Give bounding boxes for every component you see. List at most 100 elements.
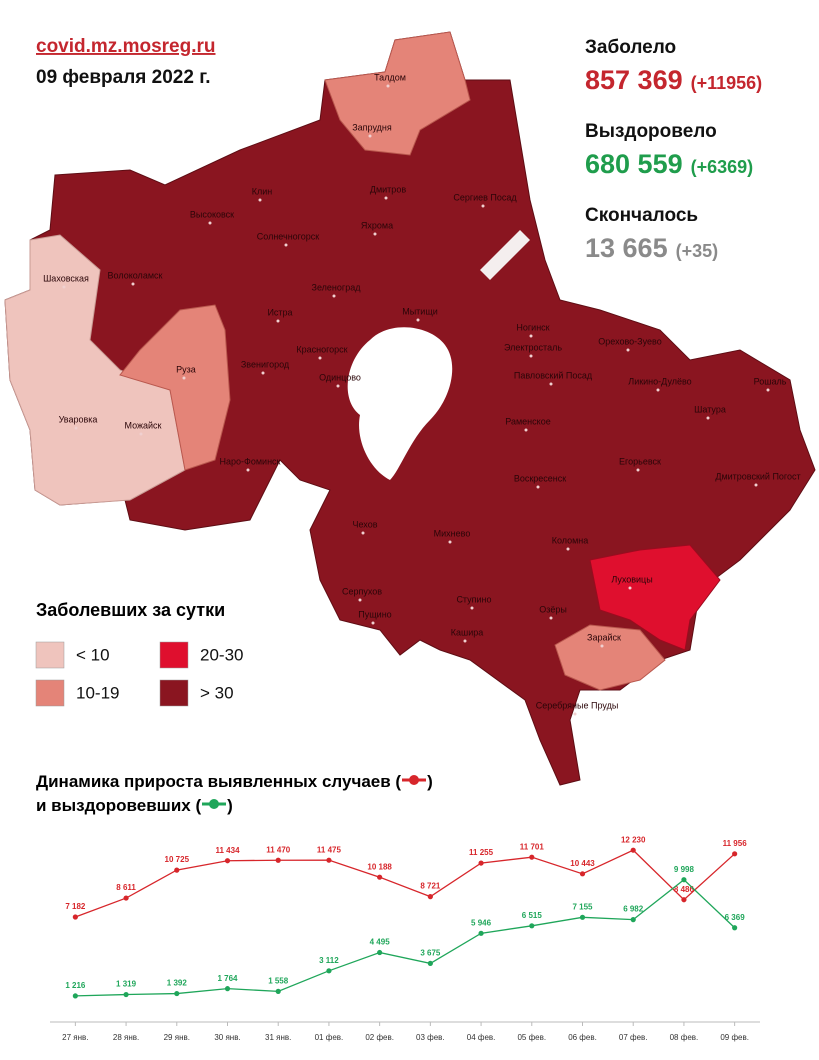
x-tick-label: 01 фев. — [315, 1033, 344, 1042]
data-point — [529, 923, 535, 929]
town-dot — [276, 319, 280, 323]
data-label: 10 725 — [165, 855, 190, 864]
town-dot — [368, 134, 372, 138]
map-label: Истра — [267, 307, 292, 317]
x-tick-label: 30 янв. — [214, 1033, 240, 1042]
x-tick-label: 03 фев. — [416, 1033, 445, 1042]
data-point — [123, 895, 129, 901]
legend-label: 20-30 — [200, 645, 243, 664]
data-point — [123, 991, 129, 998]
town-dot — [258, 198, 262, 202]
map-label: Красногорск — [296, 344, 347, 354]
map-label: Луховицы — [611, 574, 652, 584]
legend-icon — [402, 775, 427, 785]
town-dot — [529, 354, 533, 358]
map-label: Ногинск — [516, 322, 549, 332]
data-point — [478, 930, 484, 936]
region-under-10 — [4, 234, 186, 506]
town-dot — [373, 232, 377, 236]
town-dot — [549, 616, 553, 620]
data-point — [174, 990, 180, 997]
map-label: Егорьевск — [619, 456, 661, 466]
legend-label: 10-19 — [76, 683, 119, 702]
region-10-19 — [554, 624, 666, 691]
legend-icon — [202, 799, 227, 809]
data-point — [377, 949, 383, 956]
data-label: 11 475 — [317, 845, 342, 854]
data-point — [326, 968, 332, 974]
data-label: 7 182 — [65, 902, 86, 911]
legend-swatch — [159, 641, 189, 669]
map-label: Раменское — [505, 416, 550, 426]
map-label: Шатура — [694, 404, 726, 414]
x-tick-label: 27 янв. — [62, 1033, 88, 1042]
data-point — [224, 986, 231, 992]
moscow — [347, 327, 453, 480]
town-dot — [656, 388, 660, 392]
x-tick-label: 09 фев. — [720, 1033, 749, 1042]
data-label: 11 470 — [266, 845, 291, 854]
map-label: Волоколамск — [108, 270, 163, 280]
data-point — [529, 854, 535, 860]
legend-swatch — [35, 679, 65, 707]
town-dot — [384, 196, 388, 200]
title-text: и выздоровевших ( — [36, 796, 202, 815]
data-label: 1 764 — [217, 974, 238, 983]
town-dot — [416, 318, 420, 322]
data-label: 7 155 — [572, 902, 593, 911]
map-label: Зеленоград — [312, 282, 362, 292]
stat-label: Выздоровело — [585, 121, 717, 142]
title-text: ) — [427, 772, 433, 791]
map-label: Чехов — [353, 519, 378, 529]
map-label: Ликино-Дулёво — [628, 376, 691, 386]
x-tick-label: 04 фев. — [467, 1033, 496, 1042]
data-label: 4 495 — [370, 938, 391, 947]
map-label: Дмитровский Погост — [715, 471, 800, 481]
stat-delta: (+6369) — [691, 157, 754, 177]
town-dot — [139, 432, 143, 436]
map-label: Звенигород — [241, 359, 290, 369]
stat-delta: (+11956) — [691, 73, 763, 93]
map-label: Наро-Фоминск — [220, 456, 281, 466]
map-label: Рошаль — [754, 376, 787, 386]
map-label: Руза — [176, 364, 196, 374]
data-point — [579, 914, 586, 920]
map-label: Павловский Посад — [514, 370, 593, 380]
town-dot — [706, 416, 710, 420]
map-label: Сергиев Посад — [453, 192, 517, 202]
data-label: 10 188 — [367, 862, 392, 871]
data-point — [630, 847, 636, 853]
data-point — [681, 897, 687, 903]
stat-delta: (+35) — [676, 241, 719, 261]
data-label: 9 998 — [674, 865, 695, 874]
x-tick-label: 05 фев. — [517, 1033, 546, 1042]
series-line — [75, 849, 736, 918]
data-point — [478, 860, 484, 866]
map-label: Электросталь — [504, 342, 562, 352]
region-10-19 — [119, 304, 231, 471]
data-label: 1 558 — [268, 976, 289, 985]
town-dot — [261, 371, 265, 375]
town-dot — [131, 282, 135, 286]
town-dot — [336, 384, 340, 388]
data-label: 11 434 — [215, 846, 240, 855]
data-label: 12 230 — [621, 835, 646, 844]
town-dot — [332, 294, 336, 298]
town-dot — [74, 426, 78, 430]
data-point — [174, 867, 180, 873]
town-dot — [371, 621, 375, 625]
map-label: Зарайск — [587, 632, 621, 642]
site-url: covid.mz.mosreg.ru — [36, 36, 216, 57]
data-point — [427, 960, 433, 966]
legend-title: Заболевших за сутки — [36, 600, 226, 620]
town-dot — [358, 598, 362, 602]
data-point — [326, 857, 332, 863]
series-line — [75, 878, 736, 997]
x-tick-label: 29 янв. — [164, 1033, 190, 1042]
town-dot — [529, 334, 533, 338]
map-label: Шаховская — [43, 273, 89, 283]
map-label: Пущино — [358, 609, 391, 619]
town-dot — [766, 388, 770, 392]
data-label: 10 443 — [570, 859, 595, 868]
map-label: Яхрома — [361, 220, 393, 230]
